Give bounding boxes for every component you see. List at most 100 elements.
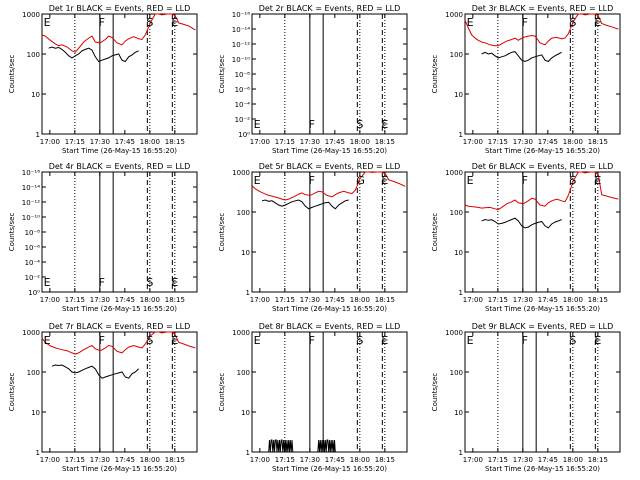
event-marker-label: S <box>356 334 363 347</box>
x-tick-label: 17:00 <box>40 296 60 304</box>
x-tick-label: 18:15 <box>375 138 395 146</box>
plot-frame <box>41 171 198 293</box>
x-tick-label: 18:00 <box>350 138 370 146</box>
y-tick-label: 100 <box>450 51 463 59</box>
y-tick-label: 10⁻² <box>235 116 251 124</box>
series-lld <box>464 171 619 211</box>
x-tick-label: 17:15 <box>488 138 508 146</box>
y-tick-label: 100 <box>450 209 463 217</box>
x-tick-label: 17:30 <box>300 138 320 146</box>
x-tick-label: 17:00 <box>40 456 60 464</box>
event-marker-label: E <box>381 334 388 347</box>
series-events <box>261 199 349 210</box>
x-tick-label: 17:15 <box>65 456 85 464</box>
x-tick-label: 17:45 <box>538 138 558 146</box>
series-events <box>481 217 562 229</box>
series-lld <box>464 13 619 47</box>
panel-det-2: Det 2r BLACK = Events, RED = LLD 10⁰ 10⁻² 1… <box>218 4 408 155</box>
x-tick-label: 18:00 <box>350 296 370 304</box>
y-tick-label: 100 <box>237 369 250 377</box>
x-tick-label: 17:30 <box>300 296 320 304</box>
panel-det-9: Det 9r BLACK = Events, RED = LLD 1 10 100 10… <box>431 322 621 473</box>
series-events <box>48 46 139 63</box>
x-tick-label: 17:00 <box>250 138 270 146</box>
event-marker-label: S <box>146 334 153 347</box>
chart-title: Det 8r BLACK = Events, RED = LLD <box>259 322 401 331</box>
y-tick-label: 10 <box>454 249 463 257</box>
y-tick-label: 1 <box>36 131 40 139</box>
x-axis-label: Start Time (26-May-15 16:55:20) <box>62 147 177 155</box>
event-marker-label: E <box>594 174 601 187</box>
event-marker-label: F <box>522 174 528 187</box>
x-tick-label: 18:00 <box>140 138 160 146</box>
x-tick-label: 18:15 <box>375 296 395 304</box>
x-tick-label: 17:15 <box>488 296 508 304</box>
x-tick-label: 17:30 <box>90 138 110 146</box>
y-tick-label: 100 <box>237 209 250 217</box>
y-tick-label: 1000 <box>232 329 250 337</box>
chart-title: Det 9r BLACK = Events, RED = LLD <box>472 322 614 331</box>
y-axis-label: Counts/sec <box>8 373 16 412</box>
event-marker-label: G <box>356 174 365 187</box>
y-tick-label: 10⁰ <box>28 289 40 297</box>
event-marker-label: E <box>171 334 178 347</box>
x-tick-label: 17:30 <box>513 138 533 146</box>
y-tick-label: 1 <box>459 289 463 297</box>
series-lld <box>251 171 406 201</box>
x-tick-label: 17:15 <box>275 296 295 304</box>
series-events <box>268 439 336 453</box>
panel-det-6: Det 6r BLACK = Events, RED = LLD 1 10 100 10… <box>431 162 621 313</box>
event-marker-label: F <box>309 334 315 347</box>
x-tick-label: 17:15 <box>275 456 295 464</box>
y-axis-label: Counts/sec <box>431 373 439 412</box>
plot-frame <box>464 331 621 453</box>
y-tick-label: 10 <box>31 409 40 417</box>
event-marker-label: S <box>356 118 363 131</box>
y-tick-label: 10⁻¹² <box>22 199 40 207</box>
event-marker-label: E <box>467 16 474 29</box>
event-marker-label: E <box>254 174 261 187</box>
y-tick-label: 10⁻¹⁴ <box>232 26 250 34</box>
plot-frame <box>251 331 408 453</box>
x-axis-label: Start Time (26-May-15 16:55:20) <box>272 305 387 313</box>
plot-frame <box>251 171 408 293</box>
x-tick-label: 17:45 <box>115 138 135 146</box>
y-axis-label: Counts/sec <box>218 55 226 94</box>
y-axis-label: Counts/sec <box>8 55 16 94</box>
x-tick-label: 18:00 <box>350 456 370 464</box>
x-tick-label: 17:30 <box>513 456 533 464</box>
y-tick-label: 10⁻⁶ <box>235 86 251 94</box>
y-tick-label: 10⁻¹² <box>232 41 250 49</box>
y-tick-label: 10⁻⁴ <box>25 259 41 267</box>
x-tick-label: 17:30 <box>90 296 110 304</box>
y-tick-label: 10 <box>454 409 463 417</box>
y-tick-label: 10 <box>241 249 250 257</box>
event-marker-label: F <box>99 16 105 29</box>
y-tick-label: 1000 <box>445 11 463 19</box>
y-tick-label: 1000 <box>22 329 40 337</box>
x-tick-label: 18:15 <box>588 296 608 304</box>
panel-det-5: Det 5r BLACK = Events, RED = LLD 1 10 100 10… <box>218 162 408 313</box>
x-tick-label: 18:00 <box>563 456 583 464</box>
y-tick-label: 1 <box>459 449 463 457</box>
event-marker-label: E <box>254 334 261 347</box>
y-tick-label: 1000 <box>445 329 463 337</box>
series-lld <box>41 13 196 53</box>
plot-frame <box>251 13 408 135</box>
y-axis-label: Counts/sec <box>8 213 16 252</box>
x-tick-label: 18:00 <box>140 456 160 464</box>
chart-title: Det 2r BLACK = Events, RED = LLD <box>259 4 401 13</box>
event-marker-label: E <box>381 118 388 131</box>
plot-frame <box>464 13 621 135</box>
plot-frame <box>464 171 621 293</box>
y-tick-label: 10⁻² <box>25 274 41 282</box>
y-tick-label: 1 <box>36 449 40 457</box>
x-axis-label: Start Time (26-May-15 16:55:20) <box>272 147 387 155</box>
x-tick-label: 17:45 <box>115 456 135 464</box>
y-tick-label: 10⁻⁸ <box>25 229 41 237</box>
chart-title: Det 1r BLACK = Events, RED = LLD <box>49 4 191 13</box>
y-tick-label: 10⁰ <box>238 131 250 139</box>
plot-frame <box>41 13 198 135</box>
x-tick-label: 17:45 <box>115 296 135 304</box>
panel-det-3: Det 3r BLACK = Events, RED = LLD 1 10 100 10… <box>431 4 621 155</box>
